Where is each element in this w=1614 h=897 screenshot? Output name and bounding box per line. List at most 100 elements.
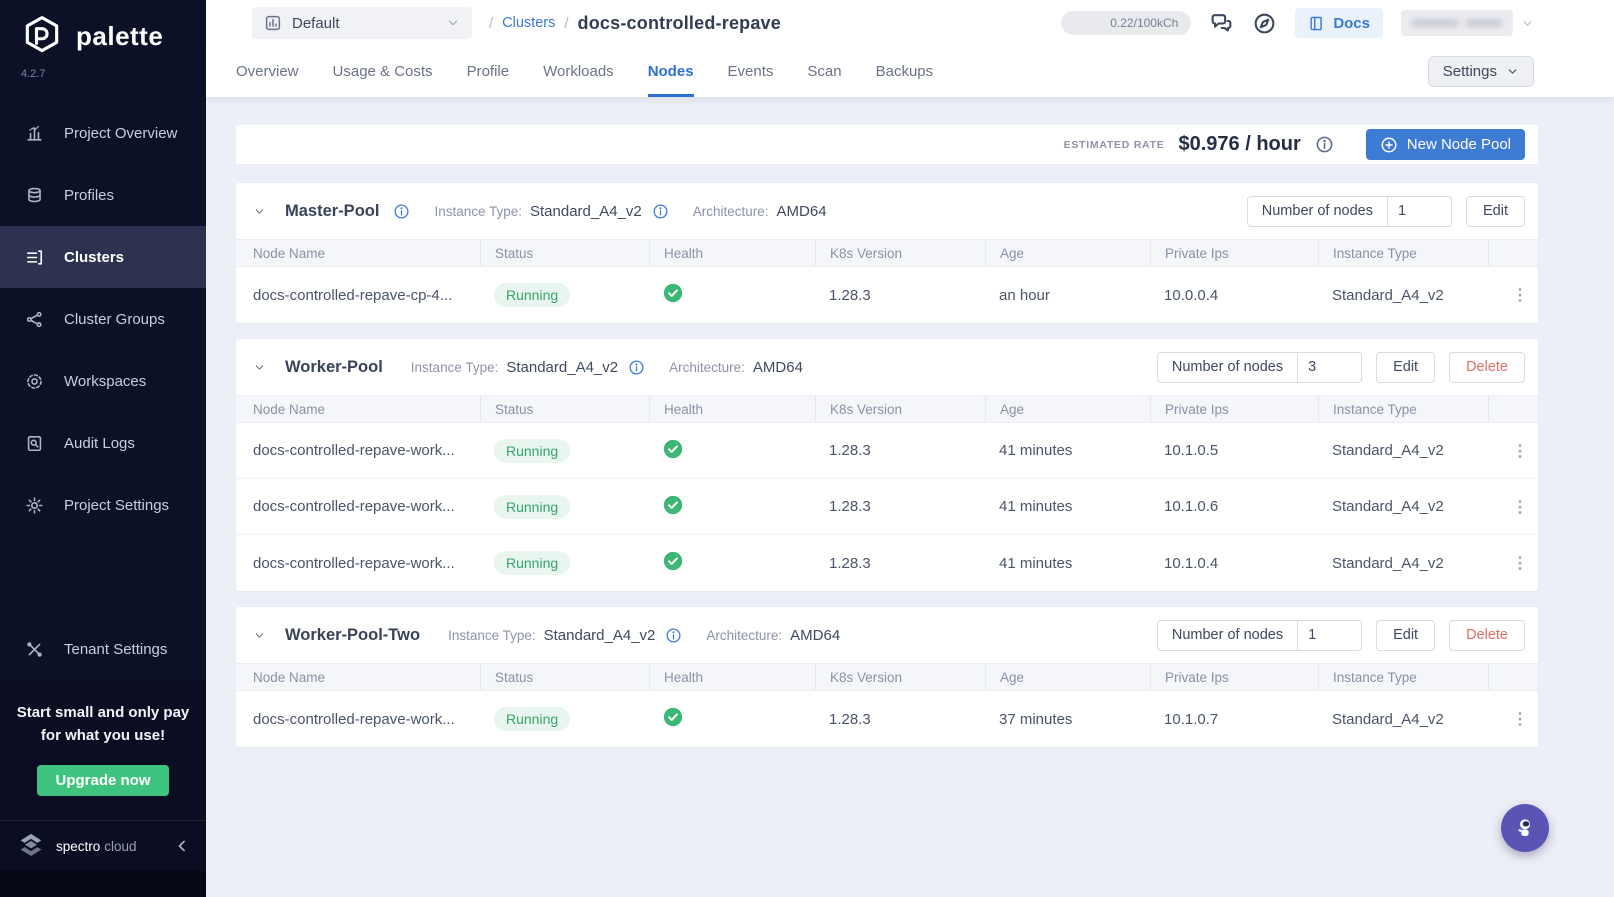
row-menu-kebab-icon[interactable] (1510, 285, 1530, 305)
info-icon[interactable] (665, 627, 682, 644)
topbar-right: 0.22/100kCh Docs (1061, 8, 1534, 38)
main-area: Default / Clusters / docs-controlled-rep… (206, 0, 1614, 897)
docs-button[interactable]: Docs (1295, 8, 1383, 38)
number-of-nodes-input[interactable]: 1 (1387, 196, 1451, 226)
sidebar-item-workspaces[interactable]: Workspaces (0, 350, 206, 412)
sidebar-item-project-overview[interactable]: Project Overview (0, 102, 206, 164)
tab-events[interactable]: Events (727, 63, 774, 80)
palette-logo-icon (20, 14, 64, 58)
docs-label: Docs (1333, 14, 1370, 32)
chevron-down-icon (1521, 17, 1534, 30)
tools-icon (25, 640, 44, 659)
number-of-nodes-input[interactable]: 3 (1297, 352, 1361, 382)
sidebar-item-project-settings[interactable]: Project Settings (0, 474, 206, 536)
node-pool-card-master-pool: Master-Pool Instance Type: Standard_A4_v2 A… (236, 183, 1538, 323)
new-node-pool-label: New Node Pool (1406, 136, 1511, 153)
sidebar-item-tenant-settings[interactable]: Tenant Settings (0, 619, 206, 681)
user-menu[interactable] (1401, 10, 1534, 36)
architecture-label: Architecture: (706, 627, 783, 643)
instance-type-value: Standard_A4_v2 (530, 202, 642, 220)
info-icon[interactable] (628, 359, 645, 376)
row-menu-kebab-icon[interactable] (1510, 497, 1530, 517)
promo-line-2: for what you use! (40, 726, 166, 744)
upgrade-now-button[interactable]: Upgrade now (37, 765, 169, 796)
column-header-age: Age (985, 240, 1150, 266)
sidebar-item-cluster-groups[interactable]: Cluster Groups (0, 288, 206, 350)
nodes-table-header: Node Name Status Health K8s Version Age Priva… (236, 239, 1538, 267)
column-header-k8s-version: K8s Version (815, 664, 985, 690)
column-header-actions (1488, 396, 1538, 422)
sidebar-footer: spectro cloud (0, 820, 206, 871)
footer-brand: spectro cloud (56, 839, 137, 854)
assistant-fab-astronaut-icon[interactable] (1501, 804, 1549, 852)
chevron-down-icon[interactable] (253, 361, 266, 374)
breadcrumb-clusters-link[interactable]: Clusters (502, 15, 556, 31)
node-instance-type: Standard_A4_v2 (1332, 286, 1444, 304)
plus-circle-icon (1380, 136, 1398, 154)
network-icon (25, 310, 44, 329)
number-of-nodes-group: Number of nodes 3 (1156, 351, 1363, 383)
tab-workloads[interactable]: Workloads (543, 63, 614, 80)
bar-chart-icon (25, 124, 44, 143)
tab-overview[interactable]: Overview (236, 63, 299, 80)
column-header-age: Age (985, 396, 1150, 422)
stack-icon (25, 186, 44, 205)
chevron-down-icon (446, 16, 460, 30)
breadcrumb-separator: / (489, 14, 494, 32)
node-row: docs-controlled-repave-work... Running 1.2… (236, 479, 1538, 535)
tab-usage-costs[interactable]: Usage & Costs (332, 63, 433, 80)
column-header-instance-type: Instance Type (1318, 240, 1488, 266)
chevron-down-icon[interactable] (253, 205, 266, 218)
cluster-settings-button[interactable]: Settings (1427, 56, 1534, 87)
number-of-nodes-input[interactable]: 1 (1297, 620, 1361, 650)
node-instance-type: Standard_A4_v2 (1332, 442, 1444, 459)
edit-pool-button[interactable]: Edit (1376, 351, 1436, 383)
column-header-private-ips: Private Ips (1150, 396, 1318, 422)
sidebar-collapse-icon[interactable] (172, 836, 192, 856)
sidebar-item-label: Profiles (64, 186, 115, 204)
architecture-label: Architecture: (692, 203, 769, 219)
row-menu-kebab-icon[interactable] (1510, 709, 1530, 729)
tab-nodes[interactable]: Nodes (647, 46, 694, 97)
architecture-value: AMD64 (776, 202, 827, 220)
sidebar-item-label: Project Overview (64, 124, 178, 142)
check-circle-icon (663, 495, 683, 515)
node-instance-type: Standard_A4_v2 (1332, 498, 1444, 515)
pool-controls: Number of nodes 1 Edit (1246, 195, 1525, 227)
delete-pool-button[interactable]: Delete (1449, 351, 1525, 383)
feedback-chat-icon[interactable] (1209, 11, 1234, 36)
tab-scan[interactable]: Scan (807, 63, 842, 80)
row-menu-kebab-icon[interactable] (1510, 553, 1530, 573)
column-header-status: Status (480, 240, 649, 266)
chevron-down-icon[interactable] (253, 629, 266, 642)
column-header-private-ips: Private Ips (1150, 664, 1318, 690)
explore-compass-icon[interactable] (1252, 11, 1277, 36)
sidebar-item-label: Tenant Settings (64, 641, 168, 658)
column-header-instance-type: Instance Type (1318, 664, 1488, 690)
new-node-pool-button[interactable]: New Node Pool (1365, 129, 1525, 160)
sidebar-item-profiles[interactable]: Profiles (0, 164, 206, 226)
column-header-actions (1488, 664, 1538, 690)
tab-backups[interactable]: Backups (875, 63, 934, 80)
edit-pool-button[interactable]: Edit (1466, 195, 1525, 227)
node-age: an hour (999, 286, 1050, 304)
info-icon[interactable] (1315, 135, 1334, 154)
column-header-node-name: Node Name (253, 669, 326, 685)
info-icon[interactable] (393, 203, 410, 220)
node-row: docs-controlled-repave-cp-4... Running 1.2… (236, 267, 1538, 323)
sidebar-item-clusters[interactable]: Clusters (0, 226, 206, 288)
delete-pool-button[interactable]: Delete (1449, 619, 1525, 651)
tab-profile[interactable]: Profile (466, 63, 510, 80)
nodes-table-header: Node Name Status Health K8s Version Age Priva… (236, 395, 1538, 423)
check-circle-icon (663, 439, 683, 459)
private-ip: 10.1.0.6 (1164, 498, 1219, 515)
row-menu-kebab-icon[interactable] (1510, 441, 1530, 461)
column-header-instance-type: Instance Type (1318, 396, 1488, 422)
info-icon[interactable] (652, 203, 669, 220)
edit-pool-button[interactable]: Edit (1376, 619, 1436, 651)
spectro-cloud-logo-icon (16, 831, 46, 861)
node-pools-list: Master-Pool Instance Type: Standard_A4_v2 A… (236, 183, 1538, 747)
k8s-version: 1.28.3 (829, 554, 871, 572)
project-selector[interactable]: Default (252, 7, 472, 39)
sidebar-item-audit-logs[interactable]: Audit Logs (0, 412, 206, 474)
